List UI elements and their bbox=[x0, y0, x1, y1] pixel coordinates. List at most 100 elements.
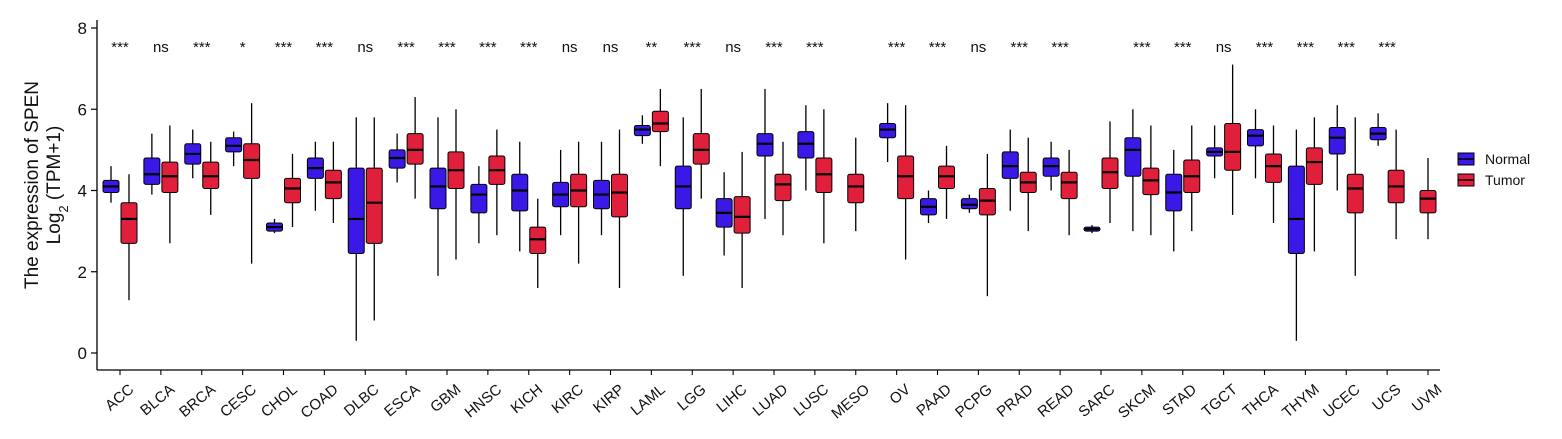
box-body bbox=[774, 173, 792, 202]
normal-box bbox=[388, 133, 406, 183]
box-body bbox=[120, 202, 138, 244]
tumor-box bbox=[529, 198, 547, 288]
x-category-label: MESO bbox=[828, 381, 873, 422]
y-tick-label: 0 bbox=[78, 344, 87, 363]
normal-box bbox=[143, 133, 161, 195]
x-category-label: PRAD bbox=[994, 381, 1037, 421]
significance-label: *** bbox=[1378, 39, 1396, 56]
significance-label: *** bbox=[1337, 39, 1355, 56]
tumor-box bbox=[284, 153, 301, 228]
tumor-box bbox=[651, 88, 669, 167]
box-body bbox=[347, 167, 365, 254]
box-body bbox=[365, 167, 383, 244]
normal-box bbox=[184, 129, 202, 179]
normal-box bbox=[715, 172, 733, 256]
x-category-label: OV bbox=[886, 381, 914, 408]
significance-label: *** bbox=[316, 39, 334, 56]
tumor-box bbox=[611, 129, 628, 288]
normal-box bbox=[879, 103, 897, 163]
significance-label: ns bbox=[603, 39, 619, 56]
tumor-box bbox=[978, 153, 996, 297]
box-body bbox=[733, 196, 751, 234]
x-category-label: KIRC bbox=[548, 381, 587, 417]
normal-box bbox=[552, 149, 570, 236]
box-body bbox=[611, 173, 628, 218]
x-category-label: LGG bbox=[674, 381, 709, 414]
normal-box bbox=[225, 131, 243, 167]
normal-box bbox=[797, 105, 815, 191]
x-category-label: ESCA bbox=[381, 381, 423, 420]
box-body bbox=[1346, 173, 1364, 214]
x-category-label: CHOL bbox=[258, 381, 301, 421]
normal-box bbox=[1124, 109, 1142, 232]
x-category-label: TGCT bbox=[1199, 381, 1241, 420]
tumor-box bbox=[815, 109, 833, 244]
normal-box bbox=[1369, 113, 1387, 146]
box-body bbox=[1224, 122, 1242, 171]
x-category-label: UVM bbox=[1409, 381, 1445, 415]
significance-label: *** bbox=[1256, 39, 1274, 56]
box-body bbox=[1305, 147, 1323, 185]
tumor-box bbox=[570, 141, 588, 264]
tumor-box bbox=[1419, 158, 1437, 240]
significance-label: * bbox=[240, 39, 246, 56]
significance-label: *** bbox=[683, 39, 701, 56]
significance-label: ns bbox=[153, 39, 169, 56]
tumor-box bbox=[1224, 64, 1242, 215]
significance-label: *** bbox=[111, 39, 129, 56]
x-category-label: LUSC bbox=[791, 381, 833, 420]
y-tick-label: 2 bbox=[78, 263, 87, 282]
normal-box bbox=[1001, 129, 1019, 211]
tumor-box bbox=[1346, 117, 1364, 276]
significance-label: *** bbox=[765, 39, 783, 56]
tumor-box bbox=[1387, 129, 1405, 240]
box-body bbox=[1265, 153, 1282, 183]
tumor-box bbox=[692, 88, 710, 199]
x-category-label: CESC bbox=[217, 381, 260, 421]
significance-label: *** bbox=[806, 39, 824, 56]
x-category-label: COAD bbox=[298, 381, 342, 422]
legend-label: Normal bbox=[1485, 151, 1530, 167]
significance-label: *** bbox=[193, 39, 211, 56]
legend-label: Tumor bbox=[1485, 172, 1525, 188]
normal-box bbox=[306, 141, 324, 211]
y-axis-label-line2: Log2 (TPM+1) bbox=[44, 126, 71, 245]
tumor-box bbox=[1060, 149, 1078, 236]
box-body bbox=[1287, 165, 1305, 254]
significance-label: ns bbox=[562, 39, 578, 56]
normal-box bbox=[1206, 125, 1224, 179]
normal-box bbox=[511, 141, 529, 252]
x-category-label: LUAD bbox=[750, 381, 792, 420]
significance-label: *** bbox=[1174, 39, 1192, 56]
significance-label: *** bbox=[1297, 39, 1315, 56]
x-category-label: GBM bbox=[427, 381, 464, 416]
significance-label: *** bbox=[479, 39, 497, 56]
y-tick-label: 4 bbox=[78, 182, 87, 201]
normal-box bbox=[470, 166, 488, 244]
significance-label: *** bbox=[1010, 39, 1028, 56]
significance-label: *** bbox=[438, 39, 456, 56]
normal-box bbox=[593, 141, 610, 236]
tumor-box bbox=[1305, 117, 1323, 252]
normal-box bbox=[102, 166, 120, 203]
box-body bbox=[324, 169, 342, 200]
normal-box bbox=[1328, 105, 1346, 191]
box-body bbox=[143, 157, 161, 185]
normal-box bbox=[920, 190, 937, 223]
significance-label: *** bbox=[397, 39, 415, 56]
tumor-box bbox=[202, 141, 220, 215]
box-body bbox=[847, 173, 865, 204]
tumor-box bbox=[774, 141, 792, 236]
tumor-box bbox=[938, 145, 955, 219]
tumor-box bbox=[365, 117, 383, 321]
tumor-box bbox=[447, 109, 465, 260]
tumor-box bbox=[488, 129, 506, 236]
x-category-label: UCS bbox=[1369, 381, 1404, 414]
normal-box bbox=[1287, 129, 1305, 341]
normal-box bbox=[756, 88, 774, 219]
tumor-box bbox=[733, 151, 751, 288]
x-category-label: STAD bbox=[1159, 381, 1200, 419]
x-category-label: KICH bbox=[508, 381, 546, 417]
normal-box bbox=[347, 117, 365, 341]
